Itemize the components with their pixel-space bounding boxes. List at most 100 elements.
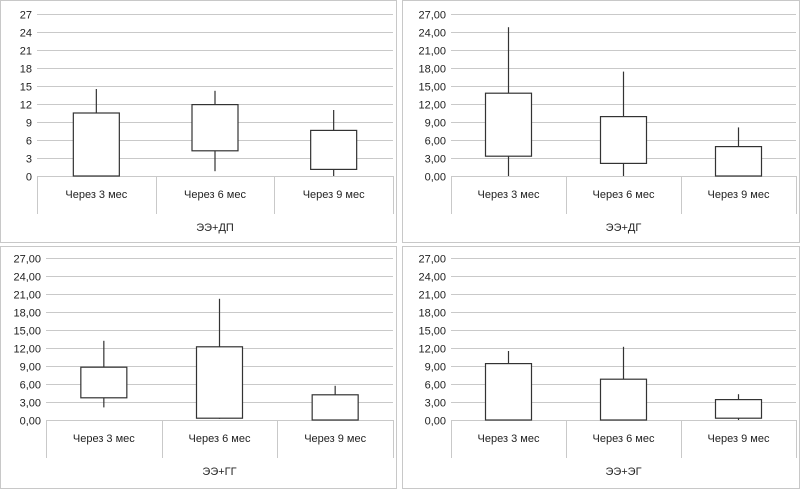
x-axis: Через 3 мес Через 6 мес Через 9 мес [451,176,797,214]
y-tick-label: 15,00 [13,326,41,338]
y-tick-label: 24,00 [418,28,446,40]
y-tick-label: 24 [20,28,32,40]
chart-title: ЭЭ+ДП [196,222,234,234]
box-3 [311,385,359,421]
y-tick-label: 3,00 [20,398,41,410]
y-tick-label: 9,00 [425,362,446,374]
boxes [484,27,763,177]
boxes [484,346,763,421]
box-rect [599,115,648,164]
box-2 [195,298,244,419]
y-tick-label: 0,00 [425,172,446,184]
x-category-label: Через 6 мес [184,189,246,201]
chart-panel-ee-gg: 0,00 3,00 6,00 9,00 12,00 15,00 18,00 21,00 24,0… [0,246,397,489]
x-axis: Через 3 мес Через 6 мес Через 9 мес [451,420,797,458]
y-tick-label: 21,00 [13,290,41,302]
x-category-label: Через 3 мес [478,433,540,445]
y-tick-label: 3 [26,154,32,166]
y-tick-label: 21,00 [418,290,446,302]
y-tick-label: 27,00 [418,10,446,22]
box-rect [311,394,359,421]
box-2 [191,90,239,172]
y-tick-label: 27,00 [418,254,446,266]
y-tick-label: 3,00 [425,398,446,410]
chart-title: ЭЭ+ДГ [606,222,642,234]
chart-panel-ee-dp: 0 3 6 9 12 15 18 21 24 27 Через 3 мес Через 6 мес Че… [0,0,397,243]
box-rect [484,92,533,157]
y-tick-label: 0,00 [20,416,41,428]
box-rect [484,362,533,421]
box-1 [80,340,128,408]
x-axis: Через 3 мес Через 6 мес Через 9 мес [46,420,394,458]
y-tick-label: 18,00 [418,308,446,320]
box-rect [599,378,648,421]
x-category-label: Через 9 мес [303,189,365,201]
y-tick-label: 27 [20,10,32,22]
box-1 [484,351,533,421]
box-rect [72,112,120,177]
y-tick-label: 12,00 [418,344,446,356]
y-tick-label: 9,00 [20,362,41,374]
y-tick-label: 3,00 [425,154,446,166]
boxes [80,298,359,421]
x-category-label: Через 6 мес [593,189,655,201]
box-rect [714,399,763,419]
y-tick-label: 12,00 [13,344,41,356]
x-category-label: Через 9 мес [708,433,770,445]
y-tick-label: 27,00 [13,254,41,266]
y-tick-label: 18 [20,64,32,76]
y-tick-label: 12,00 [418,100,446,112]
y-tick-label: 0 [26,172,32,184]
box-plot-chart: 0,00 3,00 6,00 9,00 12,00 15,00 18,00 21,00 24,0… [13,254,394,478]
y-tick-label: 15,00 [418,326,446,338]
x-category-label: Через 3 мес [478,189,540,201]
y-tick-label: 21 [20,46,32,58]
box-rect [310,129,358,170]
box-2 [599,71,648,176]
chart-panel-ee-eg: 0,00 3,00 6,00 9,00 12,00 15,00 18,00 21,00 24,0… [402,246,800,489]
chart-panel-ee-dg: 0,00 3,00 6,00 9,00 12,00 15,00 18,00 21,00 24,0… [402,0,800,243]
x-category-label: Через 3 мес [73,433,135,445]
y-tick-label: 24,00 [13,272,41,284]
box-rect [191,103,239,152]
chart-title: ЭЭ+ГГ [202,466,236,478]
y-tick-label: 21,00 [418,46,446,58]
y-axis: 0,00 3,00 6,00 9,00 12,00 15,00 18,00 21,00 24,0… [418,10,446,184]
x-category-label: Через 9 мес [708,189,770,201]
y-tick-label: 9,00 [425,118,446,130]
y-tick-label: 6 [26,136,32,148]
y-tick-label: 6,00 [425,380,446,392]
y-tick-label: 15 [20,82,32,94]
box-rect [80,366,128,399]
y-tick-label: 24,00 [418,272,446,284]
y-axis: 0,00 3,00 6,00 9,00 12,00 15,00 18,00 21,00 24,0… [13,254,41,428]
box-1 [72,89,120,177]
y-tick-label: 6,00 [425,136,446,148]
x-category-label: Через 9 мес [304,433,366,445]
boxes [72,89,358,177]
x-category-label: Через 6 мес [189,433,251,445]
y-axis: 0,00 3,00 6,00 9,00 12,00 15,00 18,00 21,00 24,0… [418,254,446,428]
y-tick-label: 12 [20,100,32,112]
box-plot-chart: 0,00 3,00 6,00 9,00 12,00 15,00 18,00 21,00 24,0… [418,10,797,234]
x-category-label: Через 6 мес [593,433,655,445]
y-tick-label: 15,00 [418,82,446,94]
y-tick-label: 9 [26,118,32,130]
x-axis: Через 3 мес Через 6 мес Через 9 мес [37,176,394,214]
box-2 [599,346,648,421]
box-1 [484,27,533,176]
x-category-label: Через 3 мес [65,189,127,201]
y-tick-label: 6,00 [20,380,41,392]
box-rect [714,146,763,177]
y-tick-label: 18,00 [418,64,446,76]
box-3 [714,127,763,177]
box-3 [310,110,358,176]
y-axis: 0 3 6 9 12 15 18 21 24 27 [20,10,32,184]
box-3 [714,394,763,420]
y-tick-label: 0,00 [425,416,446,428]
y-tick-label: 18,00 [13,308,41,320]
chart-title: ЭЭ+ЭГ [605,466,641,478]
box-rect [195,346,244,419]
box-plot-chart: 0,00 3,00 6,00 9,00 12,00 15,00 18,00 21,00 24,0… [418,254,797,478]
